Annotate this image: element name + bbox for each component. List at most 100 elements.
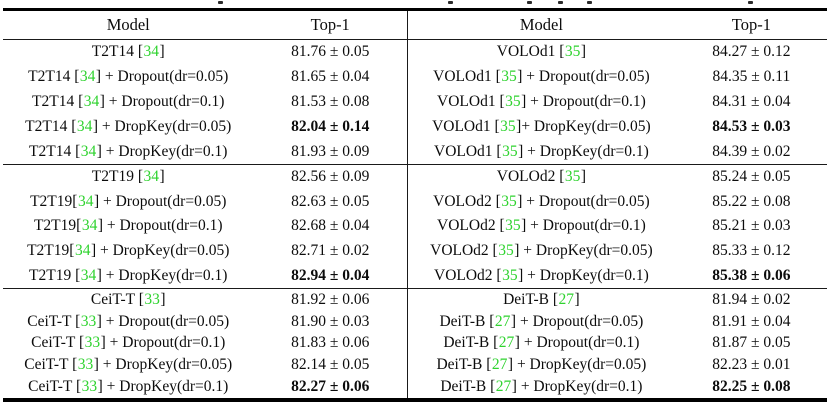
top1-value: 81.87 ± 0.05 (712, 334, 791, 352)
citation-ref: 34 (80, 142, 97, 160)
model-name-suffix: ] + DropKey(dr=0.1) (96, 142, 228, 160)
top1-value: 81.90 ± 0.03 (291, 312, 370, 330)
model-name-prefix: CeiT-T [ (90, 290, 144, 308)
top1-value: 85.24 ± 0.05 (712, 168, 791, 186)
top1-value: 82.68 ± 0.04 (291, 217, 370, 235)
top1-value: 82.14 ± 0.05 (291, 356, 370, 374)
model-name-prefix: VOLOd2 [ (496, 168, 565, 186)
model-cell: DeiT-B [27] + DropKey(dr=0.1) (407, 378, 676, 396)
model-name-suffix: ] + Dropout(dr=0.05) (510, 312, 644, 330)
caption-fragment (218, 1, 223, 4)
model-name-suffix: ] + Dropout(dr=0.1) (97, 217, 223, 235)
caption-fragment (748, 1, 753, 4)
model-cell: VOLOd2 [35] + Dropout(dr=0.1) (407, 217, 676, 235)
model-name-prefix: DeiT-B [ (443, 334, 499, 352)
citation-ref: 35 (502, 266, 518, 284)
model-cell: VOLOd1 [35] + DropKey(dr=0.1) (407, 143, 676, 161)
model-name-suffix: ] + DropKey(dr=0.05) (92, 117, 232, 135)
model-name-prefix: VOLOd1 [ (496, 43, 565, 61)
model-cell: CeiT-T [33] + DropKey(dr=0.05) (3, 356, 253, 374)
model-name-suffix: ] (574, 290, 580, 308)
table-row: DeiT-B [27] + DropKey(dr=0.1) 82.25 ± 0.0… (407, 376, 827, 398)
top1-value: 82.27 ± 0.06 (291, 378, 370, 396)
citation-ref: 35 (564, 168, 581, 186)
model-name-suffix: ] + DropKey(dr=0.1) (518, 266, 649, 284)
model-cell: DeiT-B [27] + Dropout(dr=0.05) (407, 313, 676, 331)
model-name-suffix: ] + Dropout(dr=0.1) (100, 334, 226, 352)
model-name-prefix: VOLOd2 [ (437, 217, 505, 235)
header-left-half: Model Top-1 (3, 11, 407, 39)
table-group-1: T2T14 [34] 81.76 ± 0.05 T2T14 [34] + Dropo… (3, 40, 827, 164)
citation-ref: 34 (79, 68, 96, 86)
citation-ref: 27 (495, 378, 512, 396)
model-name-prefix: VOLOd2 [ (434, 266, 502, 284)
top1-value: 84.27 ± 0.12 (712, 43, 791, 61)
citation-ref: 35 (500, 117, 516, 135)
top1-value: 85.33 ± 0.12 (712, 242, 791, 260)
table-row: T2T19 [34] 82.56 ± 0.09 (3, 165, 407, 190)
model-cell: VOLOd2 [35] + Dropout(dr=0.05) (407, 193, 676, 211)
table-row: VOLOd2 [35] + DropKey(dr=0.05) 85.33 ± 0.… (407, 239, 827, 264)
top1-value: 85.22 ± 0.08 (712, 192, 791, 210)
model-cell: T2T14 [34] (3, 43, 253, 61)
top1-value: 81.76 ± 0.05 (291, 43, 370, 61)
table-row: VOLOd2 [35] + Dropout(dr=0.05) 85.22 ± 0.… (407, 190, 827, 215)
citation-ref: 35 (505, 92, 521, 110)
model-name-prefix: DeiT-B [ (503, 290, 559, 308)
column-header-model-left: Model (106, 15, 150, 34)
model-name-prefix: VOLOd1 [ (434, 142, 502, 160)
caption-fragment (527, 1, 532, 4)
table-header-row: Model Top-1 Model Top-1 (3, 11, 827, 40)
group-2-right-rows: VOLOd2 [35] 85.24 ± 0.05 VOLOd2 [35] + Dro… (407, 165, 827, 288)
model-cell: T2T19[34] + Dropout(dr=0.1) (3, 217, 253, 235)
top1-value: 82.23 ± 0.01 (712, 356, 791, 374)
table-row: T2T14 [34] + DropKey(dr=0.05) 82.04 ± 0.1… (3, 114, 407, 139)
top1-value: 84.35 ± 0.11 (712, 68, 791, 86)
table-row: VOLOd1 [35] + Dropout(dr=0.1) 84.31 ± 0.0… (407, 90, 827, 115)
model-name-prefix: T2T14 [ (32, 92, 84, 110)
model-cell: CeiT-T [33] (3, 291, 253, 309)
model-name-suffix: ] + DropKey(dr=0.05) (514, 242, 653, 260)
table-row: T2T19[34] + Dropout(dr=0.1) 82.68 ± 0.04 (3, 214, 407, 239)
table-row: CeiT-T [33] + Dropout(dr=0.05) 81.90 ± 0.… (3, 311, 407, 333)
top1-value: 84.39 ± 0.02 (712, 142, 791, 160)
group-3-left-rows: CeiT-T [33] 81.92 ± 0.06 CeiT-T [33] + Dro… (3, 289, 407, 398)
model-name-prefix: CeiT-T [ (27, 312, 81, 330)
model-name-suffix: ] (159, 168, 165, 186)
top1-value: 82.71 ± 0.02 (291, 242, 370, 260)
citation-ref: 34 (83, 92, 100, 110)
model-name-suffix: ] + Dropout(dr=0.1) (521, 92, 646, 110)
table-row: VOLOd2 [35] + Dropout(dr=0.1) 85.21 ± 0.0… (407, 214, 827, 239)
citation-ref: 35 (501, 68, 517, 86)
citation-ref: 34 (77, 192, 94, 210)
model-cell: VOLOd1 [35] + Dropout(dr=0.1) (407, 93, 676, 111)
citation-ref: 33 (84, 334, 101, 352)
model-name-prefix: T2T14 [ (29, 142, 81, 160)
top1-value: 82.63 ± 0.05 (291, 192, 370, 210)
model-cell: T2T14 [34] + Dropout(dr=0.05) (3, 68, 253, 86)
model-name-prefix: T2T19[ (30, 192, 78, 210)
table-group-2: T2T19 [34] 82.56 ± 0.09 T2T19[34] + Dropou… (3, 165, 827, 288)
table-row: T2T14 [34] + DropKey(dr=0.1) 81.93 ± 0.09 (3, 139, 407, 164)
model-cell: T2T14 [34] + DropKey(dr=0.1) (3, 143, 253, 161)
top1-value: 81.92 ± 0.06 (291, 290, 370, 308)
model-name-suffix: ] (580, 43, 587, 61)
top1-value: 82.94 ± 0.04 (291, 266, 370, 284)
top1-value: 84.31 ± 0.04 (712, 92, 791, 110)
model-name-prefix: VOLOd1 [ (437, 92, 505, 110)
model-cell: CeiT-T [33] + Dropout(dr=0.05) (3, 313, 253, 331)
top1-value: 81.91 ± 0.04 (712, 312, 791, 330)
group-1-right-rows: VOLOd1 [35] 84.27 ± 0.12 VOLOd1 [35] + Dro… (407, 40, 827, 164)
group-2-left-rows: T2T19 [34] 82.56 ± 0.09 T2T19[34] + Dropou… (3, 165, 407, 288)
citation-ref: 33 (77, 356, 94, 374)
model-name-suffix: ]+ DropKey(dr=0.05) (516, 117, 651, 135)
model-name-suffix: ] + DropKey(dr=0.1) (518, 142, 649, 160)
citation-ref: 33 (80, 312, 97, 330)
model-name-prefix: T2T19 [ (29, 266, 81, 284)
model-name-prefix: T2T14 [ (25, 117, 77, 135)
model-name-prefix: VOLOd1 [ (432, 117, 500, 135)
top1-value: 85.38 ± 0.06 (712, 266, 791, 284)
group-separator-rule (3, 164, 827, 165)
model-cell: VOLOd2 [35] (407, 168, 676, 186)
header-right-half: Model Top-1 (407, 11, 827, 39)
